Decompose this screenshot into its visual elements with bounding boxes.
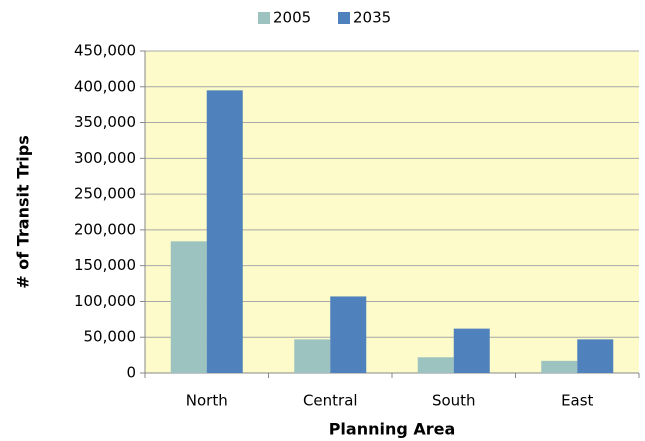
- bar: [206, 90, 243, 373]
- bar: [330, 296, 367, 373]
- bar: [170, 241, 207, 373]
- legend-swatch: [258, 12, 270, 24]
- bar: [541, 360, 578, 373]
- y-tick-label: 200,000: [74, 220, 136, 238]
- y-tick-label: 50,000: [84, 328, 137, 346]
- y-tick-label: 100,000: [74, 292, 136, 310]
- y-tick-label: 250,000: [74, 185, 136, 203]
- bar: [577, 339, 614, 373]
- y-tick-label: 350,000: [74, 113, 136, 131]
- x-axis-title: Planning Area: [329, 420, 456, 439]
- bar: [294, 339, 331, 373]
- y-tick-label: 150,000: [74, 256, 136, 274]
- bar: [453, 328, 490, 373]
- x-tick-label: South: [432, 392, 476, 410]
- legend-label: 2005: [273, 9, 311, 27]
- y-tick-label: 300,000: [74, 149, 136, 167]
- x-tick-label: East: [561, 392, 593, 410]
- y-tick-label: 0: [126, 364, 136, 382]
- y-tick-label: 450,000: [74, 42, 136, 60]
- legend-swatch: [338, 12, 350, 24]
- y-axis-title: # of Transit Trips: [14, 135, 33, 288]
- x-tick-label: North: [186, 392, 228, 410]
- y-tick-label: 400,000: [74, 77, 136, 95]
- bar: [417, 357, 454, 373]
- x-tick-label: Central: [303, 392, 358, 410]
- legend-label: 2035: [353, 9, 391, 27]
